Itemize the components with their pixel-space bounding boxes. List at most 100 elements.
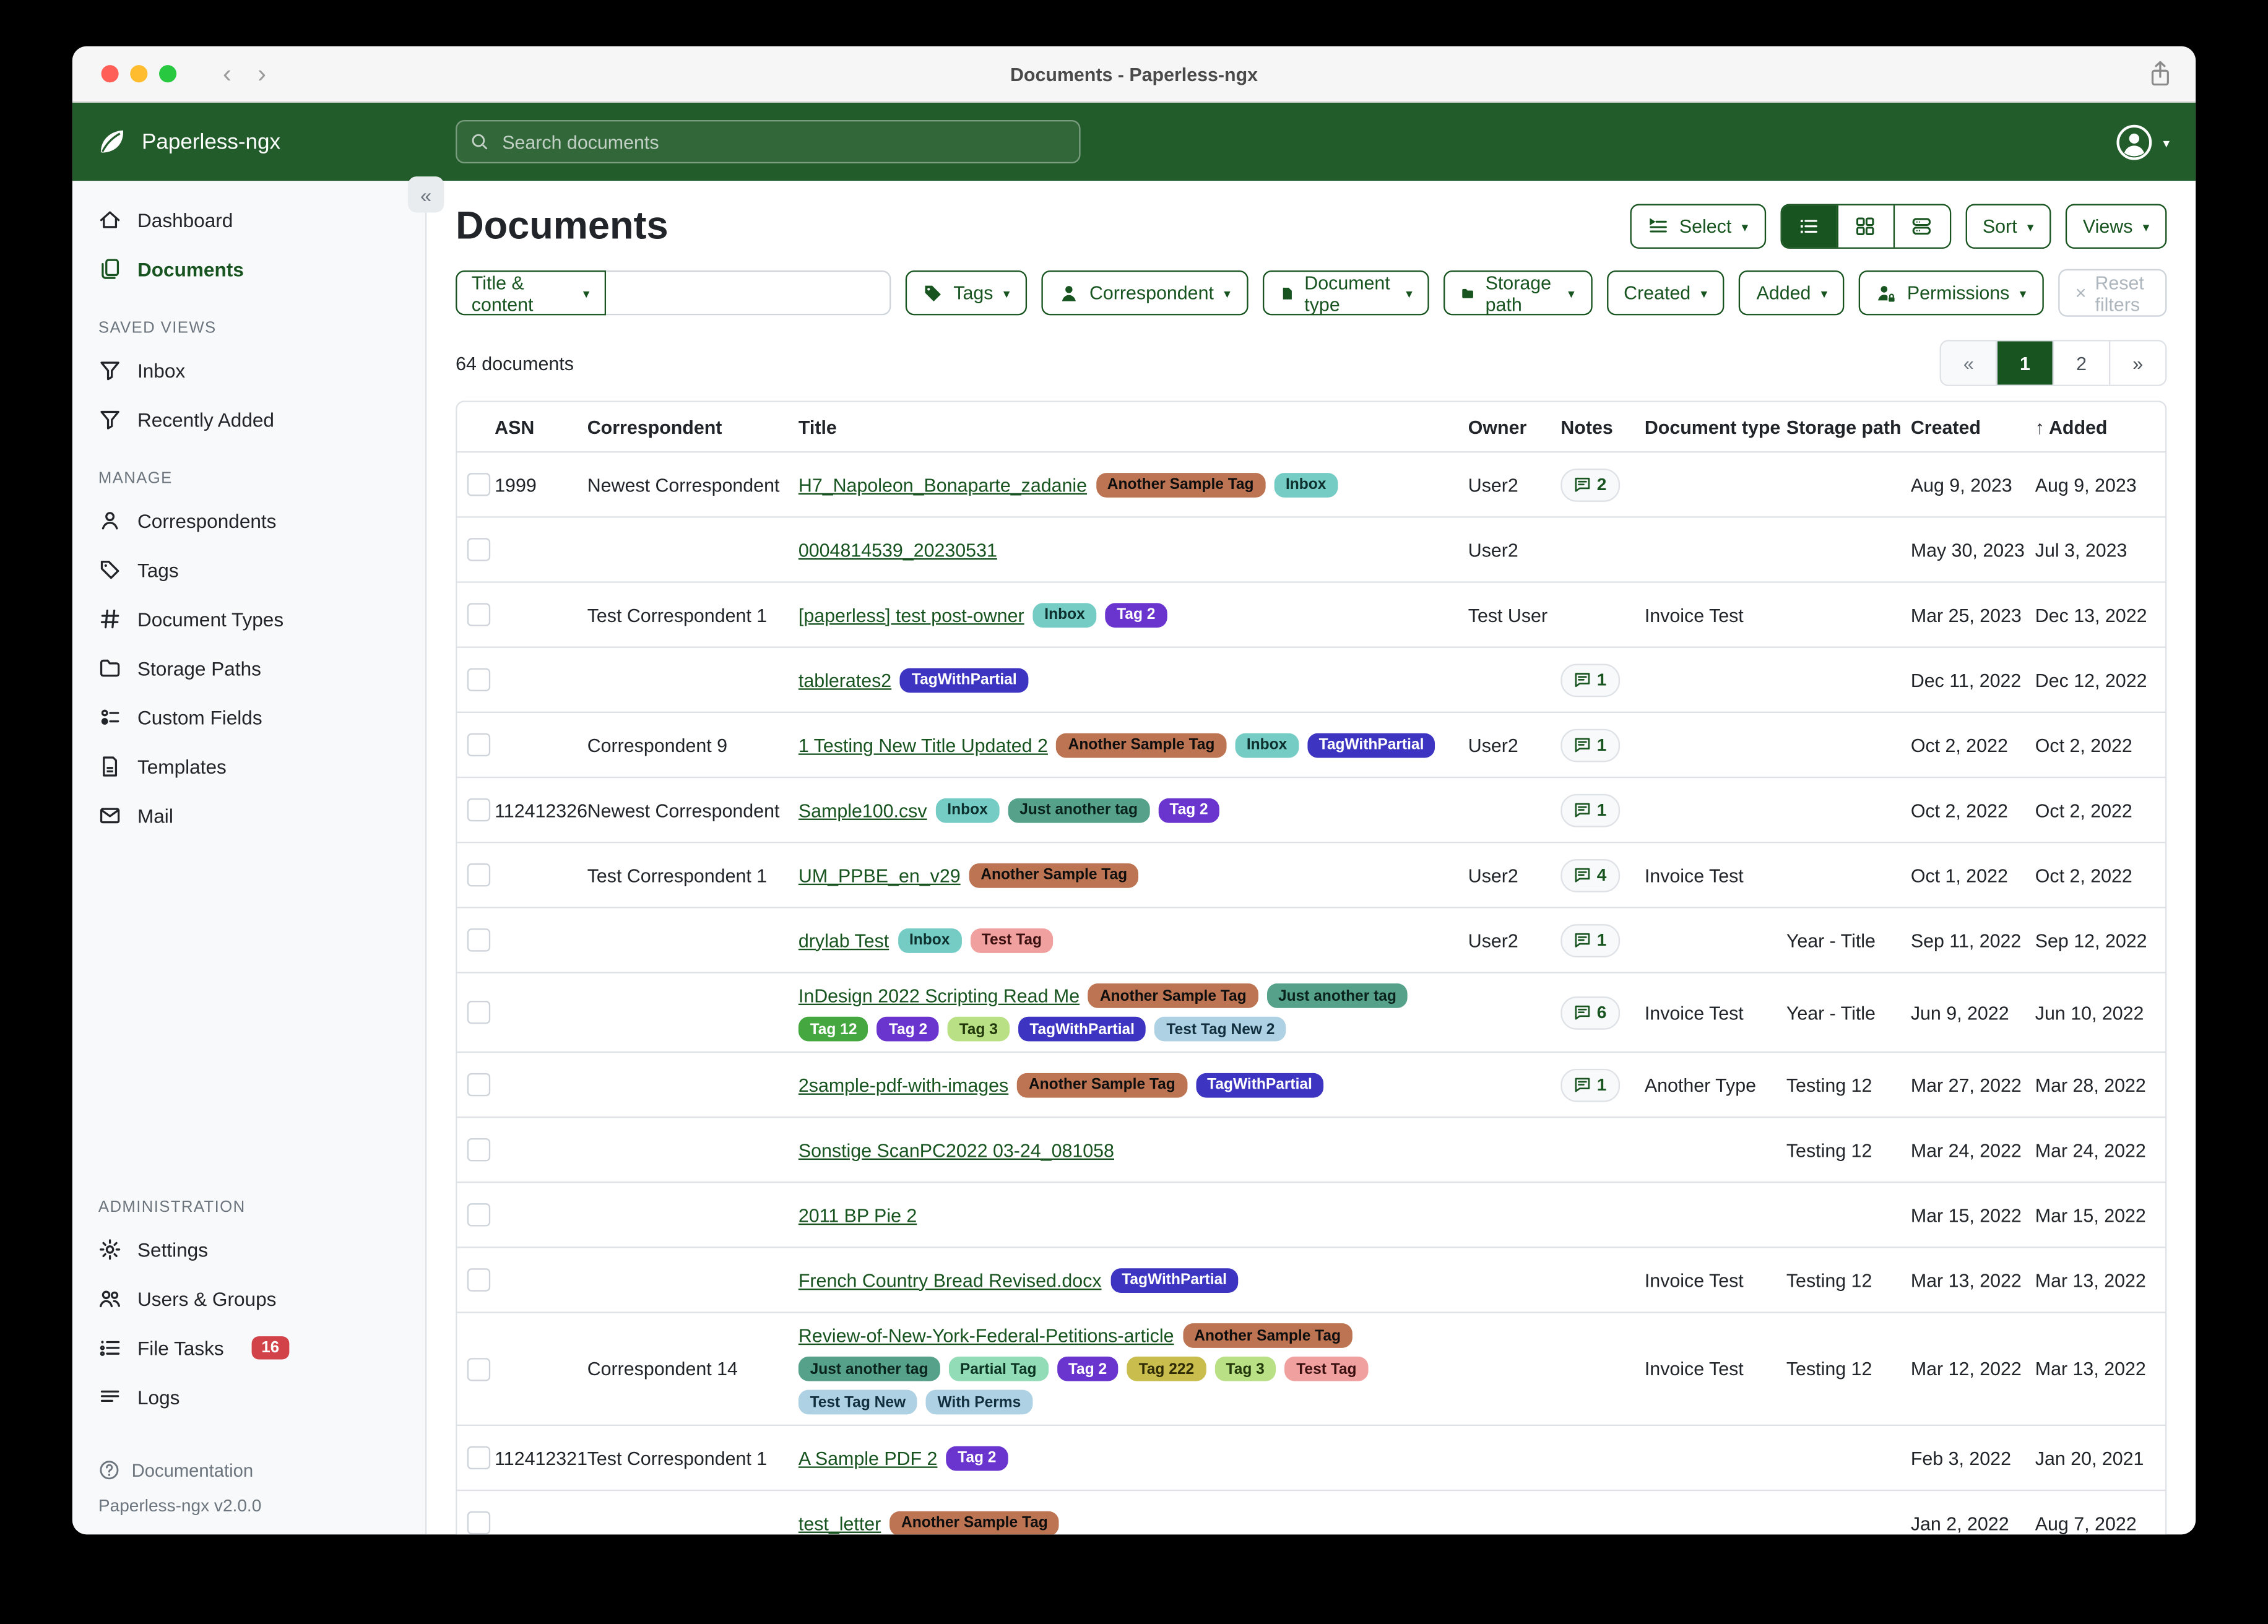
forward-button[interactable]: ›: [257, 58, 266, 88]
tag-badge[interactable]: Just another tag: [1266, 983, 1408, 1008]
document-title-link[interactable]: UM_PPBE_en_v29: [798, 864, 961, 886]
collapse-sidebar-button[interactable]: «: [407, 176, 444, 213]
pagination-last[interactable]: »: [2108, 341, 2166, 385]
back-button[interactable]: ‹: [222, 58, 232, 88]
tag-badge[interactable]: Tag 2: [1158, 797, 1220, 823]
tag-badge[interactable]: Tag 2: [946, 1445, 1008, 1471]
tag-badge[interactable]: Another Sample Tag: [969, 862, 1139, 888]
minimize-window-button[interactable]: [130, 65, 148, 83]
row-checkbox[interactable]: [467, 1138, 491, 1162]
document-title-link[interactable]: 2011 BP Pie 2: [798, 1204, 917, 1226]
document-title-link[interactable]: 0004814539_20230531: [798, 538, 997, 561]
sidebar-item-documents[interactable]: Documents: [72, 244, 425, 293]
notes-badge[interactable]: 2: [1560, 467, 1620, 501]
tag-badge[interactable]: Test Tag: [1284, 1356, 1369, 1381]
column-header-document-type[interactable]: Document type: [1644, 415, 1781, 438]
title-content-input[interactable]: [605, 270, 891, 316]
brand[interactable]: Paperless-ngx: [72, 126, 426, 157]
tag-badge[interactable]: Tag 2: [1105, 602, 1167, 627]
tag-badge[interactable]: Just another tag: [798, 1356, 940, 1381]
search-input[interactable]: [499, 129, 1067, 154]
sidebar-item-dashboard[interactable]: Dashboard: [72, 195, 425, 244]
tags-filter-button[interactable]: Tags ▾: [906, 270, 1028, 316]
tag-badge[interactable]: Another Sample Tag: [1056, 732, 1227, 758]
notes-badge[interactable]: 1: [1560, 1068, 1620, 1102]
row-checkbox[interactable]: [467, 538, 491, 561]
views-button[interactable]: Views ▾: [2065, 204, 2167, 249]
row-checkbox[interactable]: [467, 1446, 491, 1470]
tag-badge[interactable]: Tag 3: [1214, 1356, 1276, 1381]
tag-badge[interactable]: Just another tag: [1008, 797, 1149, 823]
tag-badge[interactable]: TagWithPartial: [1018, 1016, 1146, 1042]
sidebar-item-mail[interactable]: Mail: [72, 791, 425, 840]
close-window-button[interactable]: [101, 65, 119, 83]
zoom-window-button[interactable]: [159, 65, 177, 83]
row-checkbox[interactable]: [467, 668, 491, 691]
column-header-notes[interactable]: Notes: [1560, 415, 1613, 438]
row-checkbox[interactable]: [467, 928, 491, 952]
tag-badge[interactable]: Test Tag: [970, 928, 1054, 952]
row-checkbox[interactable]: [467, 1511, 491, 1535]
sidebar-item-templates[interactable]: Templates: [72, 742, 425, 791]
document-title-link[interactable]: French Country Bread Revised.docx: [798, 1269, 1102, 1291]
column-header-owner[interactable]: Owner: [1468, 415, 1527, 438]
select-button[interactable]: Select ▾: [1630, 204, 1766, 249]
documentation-link[interactable]: Documentation: [98, 1459, 425, 1481]
detail-view-button[interactable]: [1892, 205, 1950, 248]
pagination-page-1[interactable]: 1: [1996, 341, 2053, 385]
tag-badge[interactable]: TagWithPartial: [900, 667, 1029, 693]
row-checkbox[interactable]: [467, 798, 491, 822]
notes-badge[interactable]: 1: [1560, 923, 1620, 957]
column-header-correspondent[interactable]: Correspondent: [587, 415, 722, 438]
sidebar-item-settings[interactable]: Settings: [72, 1225, 425, 1274]
document-title-link[interactable]: A Sample PDF 2: [798, 1446, 938, 1469]
tag-badge[interactable]: Another Sample Tag: [1017, 1072, 1187, 1097]
sidebar-item-document-types[interactable]: Document Types: [72, 594, 425, 643]
pagination-page-2[interactable]: 2: [2052, 341, 2109, 385]
sidebar-item-inbox[interactable]: Inbox: [72, 345, 425, 394]
tag-badge[interactable]: Test Tag New 2: [1154, 1016, 1287, 1042]
tag-badge[interactable]: Tag 2: [1057, 1356, 1119, 1381]
notes-badge[interactable]: 1: [1560, 728, 1620, 762]
document-title-link[interactable]: tablerates2: [798, 668, 892, 691]
tag-badge[interactable]: Another Sample Tag: [1182, 1323, 1353, 1348]
row-checkbox[interactable]: [467, 1001, 491, 1024]
document-title-link[interactable]: Sonstige ScanPC2022 03-24_081058: [798, 1139, 1114, 1161]
user-menu[interactable]: ▾: [2115, 123, 2170, 162]
notes-badge[interactable]: 1: [1560, 663, 1620, 697]
pagination-first[interactable]: «: [1941, 341, 1996, 385]
created-filter-button[interactable]: Created ▾: [1606, 270, 1725, 316]
added-filter-button[interactable]: Added ▾: [1739, 270, 1845, 316]
storage-path-filter-button[interactable]: Storage path ▾: [1444, 270, 1592, 316]
sidebar-item-correspondents[interactable]: Correspondents: [72, 496, 425, 545]
tag-badge[interactable]: Inbox: [935, 797, 1000, 823]
column-header-created[interactable]: Created: [1910, 415, 1981, 438]
tag-badge[interactable]: Another Sample Tag: [1088, 983, 1258, 1008]
tag-badge[interactable]: Inbox: [1274, 472, 1338, 497]
column-header-asn[interactable]: ASN: [495, 415, 535, 438]
tag-badge[interactable]: Another Sample Tag: [1096, 472, 1266, 497]
tag-badge[interactable]: TagWithPartial: [1110, 1268, 1239, 1292]
tag-badge[interactable]: Tag 12: [798, 1016, 869, 1042]
notes-badge[interactable]: 1: [1560, 793, 1620, 827]
tag-badge[interactable]: Another Sample Tag: [889, 1510, 1060, 1535]
grid-view-button[interactable]: [1836, 205, 1893, 248]
row-checkbox[interactable]: [467, 603, 491, 626]
document-title-link[interactable]: drylab Test: [798, 929, 889, 951]
sidebar-item-logs[interactable]: Logs: [72, 1373, 425, 1422]
tag-badge[interactable]: TagWithPartial: [1195, 1072, 1324, 1097]
document-title-link[interactable]: Sample100.csv: [798, 799, 927, 821]
row-checkbox[interactable]: [467, 473, 491, 496]
sidebar-item-tags[interactable]: Tags: [72, 545, 425, 594]
document-title-link[interactable]: 2sample-pdf-with-images: [798, 1074, 1009, 1096]
title-content-dropdown[interactable]: Title & content ▾: [456, 270, 606, 316]
document-title-link[interactable]: H7_Napoleon_Bonaparte_zadanie: [798, 473, 1088, 496]
tag-badge[interactable]: With Perms: [925, 1389, 1032, 1415]
column-header-title[interactable]: Title: [798, 415, 837, 438]
share-icon[interactable]: [2148, 59, 2173, 95]
row-checkbox[interactable]: [467, 1073, 491, 1097]
sort-button[interactable]: Sort ▾: [1965, 204, 2051, 249]
sidebar-item-recently-added[interactable]: Recently Added: [72, 395, 425, 444]
document-title-link[interactable]: Review-of-New-York-Federal-Petitions-art…: [798, 1324, 1174, 1347]
correspondent-filter-button[interactable]: Correspondent ▾: [1041, 270, 1248, 316]
